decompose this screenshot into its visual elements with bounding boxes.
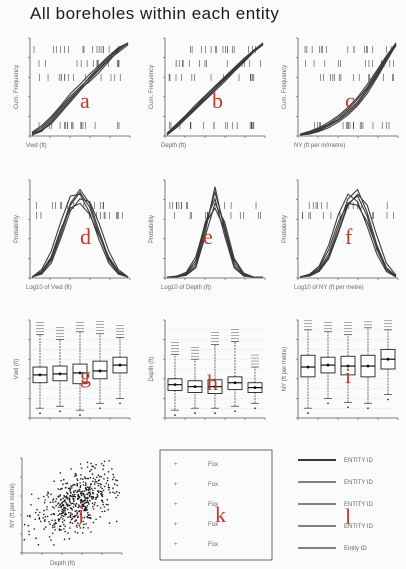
xlabel-a: Vwd (ft) [26, 143, 47, 149]
panel-letter-k: k [215, 502, 226, 527]
axes-panel-j [20, 458, 122, 555]
box-h-5 [248, 355, 262, 409]
panel-letter-h: h [207, 370, 218, 395]
series-line-e-2 [167, 199, 263, 277]
ylabel-i: NY (ft per metre) [282, 347, 288, 392]
panel-letter-c: c [345, 88, 355, 113]
panel-letter-a: a [80, 88, 90, 113]
rug-b-d [36, 212, 122, 219]
legend-l-entry-2: ENTITY ID [344, 480, 374, 486]
box-g-1 [33, 323, 47, 414]
panel-letter-d: d [80, 224, 91, 249]
ylabel-j: NY (ft per metre) [10, 483, 16, 528]
box-i-4 [361, 322, 375, 409]
xlabel-d: Log10 of Vwd (ft) [26, 285, 72, 291]
ylabel-b: Cum. Frequency [149, 65, 155, 109]
rug-bottom-a [39, 122, 119, 129]
panel-letter-b: b [212, 88, 223, 113]
ylabel-e: Probability [149, 215, 155, 243]
series-line-e-5 [167, 203, 263, 277]
series-line-e-3 [167, 208, 263, 277]
scatter-points-j [24, 460, 121, 546]
xlabel-e: Log10 of Depth (ft) [161, 285, 211, 291]
rug-top-b [190, 46, 255, 53]
xlabel-j: Depth (ft) [50, 561, 75, 567]
rug-mid2-c [320, 74, 393, 81]
legend-k-marker-4: + [174, 522, 178, 528]
legend-k-entry-2: Fox [208, 482, 218, 488]
rug-mid1-b [176, 60, 260, 67]
legend-k-marker-1: + [174, 462, 178, 468]
xlabel-c: NY (ft per m/metre) [294, 143, 345, 149]
box-h-1 [168, 342, 182, 416]
legend-k-marker-5: + [174, 542, 178, 548]
legend-k-entry-5: Fox [208, 542, 218, 548]
panel-letter-l: l [345, 504, 351, 529]
panel-letter-i: i [345, 363, 351, 388]
panel-letter-j: j [77, 500, 84, 525]
rug-mid2-b [169, 74, 254, 81]
legend-l-entry-5: Entity ID [344, 546, 367, 552]
box-g-4 [93, 322, 107, 409]
box-g-2 [53, 328, 67, 413]
xlabel-f: Log10 of NY (ft per metre) [294, 285, 364, 291]
rug-b-f [302, 212, 393, 219]
ylabel-c: Cum. Frequency [282, 65, 288, 109]
legend-k-marker-3: + [174, 502, 178, 508]
panel-letter-f: f [345, 224, 353, 249]
ylabel-f: Probability [282, 215, 288, 243]
rug-top-c [305, 46, 391, 53]
xlabel-b: Depth (ft) [161, 143, 186, 149]
box-h-4 [228, 330, 242, 413]
rug-mid2-a [39, 74, 120, 81]
rug-top-a [34, 46, 119, 53]
ylabel-g: Vwd (ft) [14, 359, 20, 380]
box-i-2 [321, 323, 335, 405]
panel-letter-e: e [203, 224, 213, 249]
box-h-2 [188, 347, 202, 414]
panel-letter-g: g [80, 363, 91, 388]
legend-k-marker-2: + [174, 482, 178, 488]
box-i-1 [301, 321, 315, 414]
ylabel-a: Cum. Frequency [14, 65, 20, 109]
ylabel-h: Depth (ft) [149, 356, 155, 381]
legend-l-entry-1: ENTITY ID [344, 458, 374, 464]
box-g-5 [113, 326, 127, 405]
ylabel-d: Probability [14, 215, 20, 243]
legend-k-entry-1: Fox [208, 462, 218, 468]
